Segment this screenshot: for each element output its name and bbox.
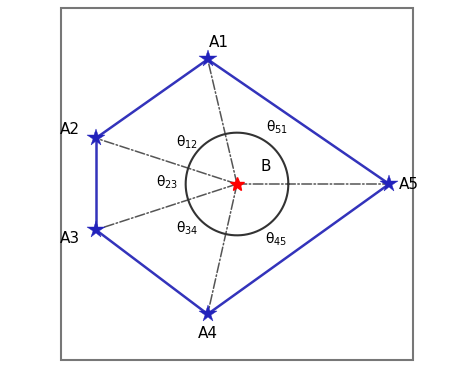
Text: A4: A4: [198, 326, 218, 341]
Text: A2: A2: [60, 121, 80, 137]
Text: A3: A3: [60, 231, 80, 247]
Text: A5: A5: [399, 177, 419, 191]
Text: B: B: [260, 159, 271, 174]
Text: A1: A1: [209, 35, 228, 50]
Text: θ$_{23}$: θ$_{23}$: [155, 173, 178, 191]
Text: θ$_{12}$: θ$_{12}$: [176, 133, 199, 151]
Text: θ$_{51}$: θ$_{51}$: [265, 118, 288, 136]
Text: θ$_{45}$: θ$_{45}$: [265, 231, 288, 248]
Text: θ$_{34}$: θ$_{34}$: [176, 220, 199, 237]
